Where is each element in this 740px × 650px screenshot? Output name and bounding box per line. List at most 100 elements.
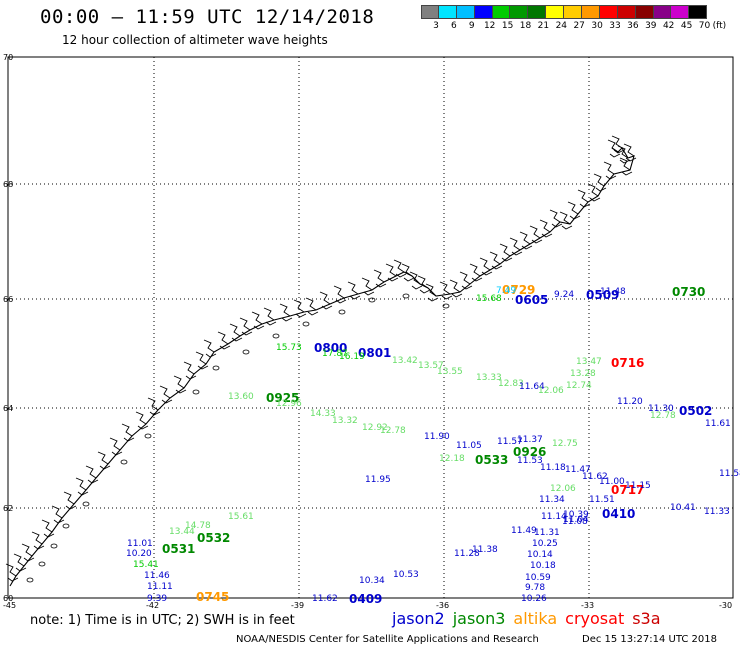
satellite-legend: jason2 jason3 altika cryosat s3a: [392, 609, 669, 628]
island: [212, 365, 220, 371]
wave-height-value: 15.61: [228, 512, 254, 522]
track-id-label: 0717: [611, 483, 644, 497]
wave-height-value: 11.01: [127, 539, 153, 549]
fjord: [375, 283, 387, 288]
island: [338, 309, 346, 315]
fjord: [123, 437, 135, 442]
wave-height-value: 10.53: [393, 570, 419, 580]
track-id-label: 0531: [162, 542, 195, 556]
fjord: [265, 321, 277, 326]
scale-label: 6: [451, 21, 457, 31]
fjord: [319, 291, 331, 305]
wave-height-value: 11.46: [144, 571, 170, 581]
fjord: [349, 295, 361, 300]
wave-height-value: 15.73: [276, 343, 302, 353]
page-subtitle: 12 hour collection of altimeter wave hei…: [62, 33, 328, 47]
wave-height-value: 11.37: [517, 435, 543, 445]
wave-height-value: 13.32: [332, 416, 358, 426]
wave-height-value: 16.19: [339, 352, 365, 362]
scale-label: 33: [609, 21, 621, 31]
island: [144, 433, 152, 439]
wave-height-value: 12.78: [650, 411, 676, 421]
wave-height-value: 9.39: [147, 594, 167, 604]
fjord: [481, 271, 493, 276]
lat-tick-label: 68: [3, 180, 13, 189]
wave-height-value: 11.05: [456, 441, 482, 451]
wave-height-value: 11.95: [365, 475, 391, 485]
scale-swatch: [689, 5, 708, 19]
fjord: [23, 557, 35, 562]
lon-tick-label: -30: [719, 601, 732, 610]
satellite-legend-item: jason2: [392, 609, 445, 628]
scale-swatch: [599, 5, 618, 19]
lon-tick-label: -33: [581, 601, 594, 610]
wave-height-value: 7.49: [496, 286, 516, 296]
units-note: note: 1) Time is in UTC; 2) SWH is in fe…: [30, 613, 295, 628]
scale-label: 30: [591, 21, 603, 31]
scale-swatch: [653, 5, 672, 19]
fjord: [521, 245, 533, 250]
fjord: [5, 563, 17, 577]
wave-height-value: 12.06: [538, 386, 564, 396]
wave-height-value: 14.78: [185, 521, 211, 531]
fjord: [529, 225, 541, 239]
axis-tick-labels: 70 68 66 64 62 60-45 -42 -39 -36 -33 -30: [3, 53, 732, 610]
wave-height-value: 11.08: [562, 517, 588, 527]
fjord: [403, 277, 415, 282]
wave-height-value: 13.57: [418, 361, 444, 371]
wave-height-value: 13.60: [228, 392, 254, 402]
scale-label: 18: [519, 21, 532, 31]
fjord: [531, 239, 543, 244]
map-frame: [7, 56, 734, 599]
scale-swatch: [492, 5, 511, 19]
fjord: [439, 281, 451, 295]
scale-swatch: [456, 5, 475, 19]
fjord: [173, 375, 185, 389]
track-id-label: 0509: [586, 288, 619, 302]
wave-height-value: 12.18: [439, 454, 465, 464]
fjord: [53, 519, 65, 524]
scale-label: 3: [433, 21, 439, 31]
lon-tick-label: -45: [3, 601, 16, 610]
fjord: [231, 337, 243, 342]
fjord: [307, 311, 319, 316]
scale-swatch: [635, 5, 654, 19]
wave-height-value: 11.62: [312, 594, 338, 604]
fjord: [589, 197, 601, 202]
scale-label: 36: [627, 21, 639, 31]
wave-height-value: 11.62: [582, 472, 608, 482]
wave-height-value: 11.33: [704, 507, 730, 517]
fjord: [219, 345, 231, 350]
fjord: [587, 183, 599, 197]
fjord: [159, 385, 171, 399]
wave-height-value: 13.55: [437, 367, 463, 377]
satellite-legend-item: altika: [513, 609, 558, 628]
fjord: [279, 303, 291, 317]
wave-height-value: 12.92: [362, 423, 388, 433]
track-id-label: 0532: [197, 531, 230, 545]
wave-height-value: 11.31: [534, 528, 560, 538]
island: [272, 333, 280, 339]
wave-height-value: 10.39: [563, 510, 589, 520]
track-id-label: 0925: [266, 391, 299, 405]
track-id-label: 0533: [475, 453, 508, 467]
wave-height-value: 11.57: [497, 437, 523, 447]
wave-height-value: 11.28: [454, 549, 480, 559]
fjord: [203, 339, 215, 353]
fjord: [97, 451, 109, 465]
wave-height-value: 12.06: [550, 484, 576, 494]
fjord: [459, 271, 471, 285]
fjord: [451, 293, 463, 298]
lat-tick-label: 70: [3, 53, 13, 62]
fjord: [99, 465, 111, 470]
page-title: 00:00 – 11:59 UTC 12/14/2018: [40, 6, 375, 28]
fjord: [499, 243, 511, 257]
track-id-label: 0409: [349, 592, 382, 606]
fjord: [461, 285, 473, 290]
wave-height-value: 11.51: [589, 495, 615, 505]
fjord: [425, 283, 437, 297]
wave-height-value: 11.04: [563, 515, 589, 525]
wave-height-value: 13.33: [476, 373, 502, 383]
fjord: [347, 281, 359, 295]
lat-tick-label: 62: [3, 504, 13, 513]
